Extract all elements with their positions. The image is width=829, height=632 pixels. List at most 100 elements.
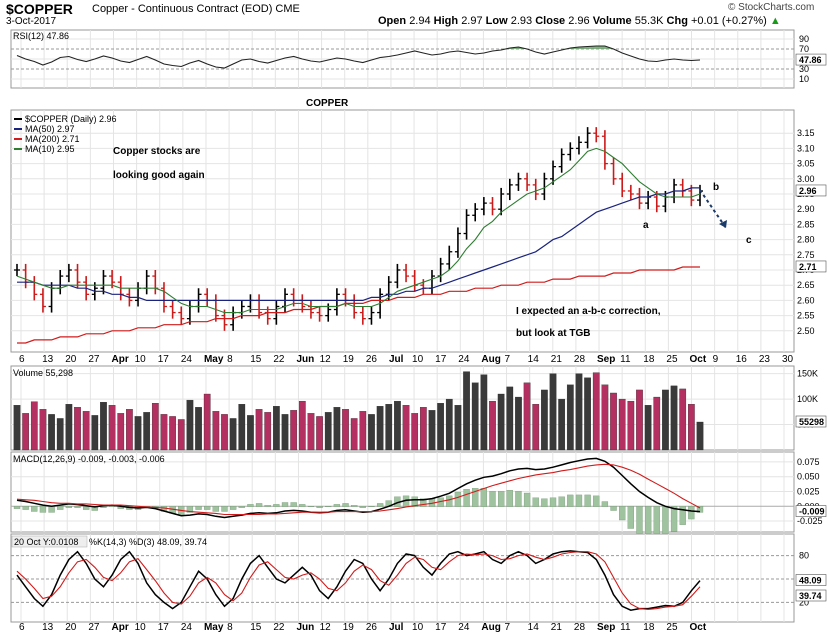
x-tick-label: 17 <box>158 354 170 365</box>
rsi-tick-label: 30 <box>799 64 809 74</box>
chart-date: 3-Oct-2017 <box>6 16 57 27</box>
x-tick-label: Oct <box>690 622 707 632</box>
macd-signal-line <box>16 463 701 516</box>
macd-histogram-bar <box>411 496 418 507</box>
macd-histogram-bar <box>204 506 211 510</box>
x-tick-label: 11 <box>620 354 631 365</box>
x-tick-label: Jul <box>389 354 404 365</box>
macd-histogram-bar <box>255 503 263 507</box>
x-tick-label: Jun <box>296 622 314 632</box>
x-tick-label: 12 <box>320 354 332 365</box>
volume-bar <box>411 413 419 451</box>
macd-histogram-bar <box>290 502 297 507</box>
macd-histogram-bar <box>670 506 678 532</box>
volume-bar <box>342 409 349 451</box>
stochastic-tick-label: 80 <box>799 551 809 561</box>
price-tick-label: 2.65 <box>797 280 815 290</box>
annotation-wave-b: b <box>713 182 719 193</box>
stochastic-d-line <box>16 551 701 610</box>
macd-histogram-bar <box>108 506 116 507</box>
stochastic-d-last-label-box <box>795 589 827 602</box>
x-tick-label: 18 <box>643 354 655 365</box>
projection-arrow <box>699 189 727 229</box>
volume-bar <box>350 418 358 451</box>
macd-histogram-bar <box>446 495 453 507</box>
x-tick-label: 25 <box>666 622 678 632</box>
macd-histogram-bar <box>342 503 349 507</box>
volume-bar <box>523 382 531 451</box>
volume-last-label: 55298 <box>799 417 824 427</box>
volume-bar <box>100 401 107 451</box>
macd-histogram-bar <box>57 506 64 510</box>
rsi-last-label: 47.86 <box>799 55 822 65</box>
volume-bar <box>151 403 159 451</box>
macd-histogram-bar <box>273 504 280 507</box>
volume-bar <box>419 407 427 451</box>
volume-bar <box>636 389 643 451</box>
x-tick-label: 13 <box>42 354 54 365</box>
x-tick-label: 26 <box>366 354 378 365</box>
volume-bar <box>229 418 237 451</box>
macd-histogram-bar <box>281 502 289 507</box>
macd-histogram-bar <box>74 506 81 508</box>
volume-bar <box>177 419 185 451</box>
price-panel-frame <box>10 109 795 353</box>
macd-histogram-bar <box>325 506 332 507</box>
volume-bar <box>454 405 462 451</box>
macd-histogram-bar <box>567 494 574 507</box>
macd-histogram-bar <box>39 506 47 513</box>
volume-bar <box>566 384 574 451</box>
macd-tick-label: 0.050 <box>797 472 820 482</box>
annotation-wave-c: c <box>746 235 752 246</box>
x-tick-label: 8 <box>227 354 233 365</box>
macd-tick-label: 0.075 <box>797 457 820 467</box>
annotation-wave-a: a <box>643 220 649 231</box>
macd-histogram-bar <box>610 506 617 511</box>
macd-histogram-bar <box>662 506 669 536</box>
macd-last-label-box <box>795 505 827 517</box>
volume-tick-label: 150K <box>797 369 818 379</box>
volume-bar <box>618 398 626 451</box>
volume-bar <box>126 409 133 451</box>
macd-histogram-bar <box>541 498 548 507</box>
x-tick-label: 17 <box>435 354 447 365</box>
volume-bar <box>333 407 341 451</box>
x-tick-label: 7 <box>505 354 511 365</box>
macd-histogram-bar <box>316 506 323 508</box>
ma200-last-label: 2.71 <box>799 262 817 272</box>
annotation-expected: I expected an a-b-c correction, <box>516 306 661 317</box>
macd-histogram-bar <box>619 506 626 521</box>
volume-bar <box>238 404 246 451</box>
volume-bar <box>627 400 635 451</box>
macd-panel: 0.0750.0500.0250.000-0.025MACD(12,26,9) … <box>10 451 827 538</box>
volume-bar <box>255 409 263 451</box>
volume-bar <box>30 401 38 451</box>
macd-histogram-bar <box>195 506 202 510</box>
legend-entry: MA(50) 2.97 <box>25 124 75 134</box>
macd-last-label: -0.009 <box>799 507 825 517</box>
x-tick-label: 28 <box>574 622 586 632</box>
volume-bar <box>480 374 488 451</box>
macd-histogram-bar <box>636 506 643 535</box>
annotation-copper-stocks: Copper stocks are <box>113 146 201 157</box>
stochastic-tick-label: 20 <box>799 597 809 607</box>
x-tick-label: 11 <box>620 622 631 632</box>
volume-bar <box>160 414 168 451</box>
x-tick-label: 20 <box>65 354 77 365</box>
volume-bar <box>22 413 29 451</box>
macd-histogram-bar <box>238 506 245 508</box>
x-tick-label: 9 <box>713 354 719 365</box>
macd-histogram-bar <box>549 497 557 507</box>
volume-bar <box>212 411 220 451</box>
macd-histogram-bar <box>601 501 609 507</box>
x-tick-label: 6 <box>19 354 25 365</box>
volume-bar <box>195 407 202 451</box>
macd-histogram-bar <box>532 497 539 507</box>
crosshair-readout-box <box>11 535 88 548</box>
rsi-title: RSI(12) 47.86 <box>13 31 69 41</box>
volume-bar <box>532 404 540 451</box>
ma50-line <box>17 187 700 301</box>
stochastic-k-line <box>16 550 701 611</box>
price-tick-label: 3.05 <box>797 159 815 169</box>
volume-bar <box>601 384 609 451</box>
